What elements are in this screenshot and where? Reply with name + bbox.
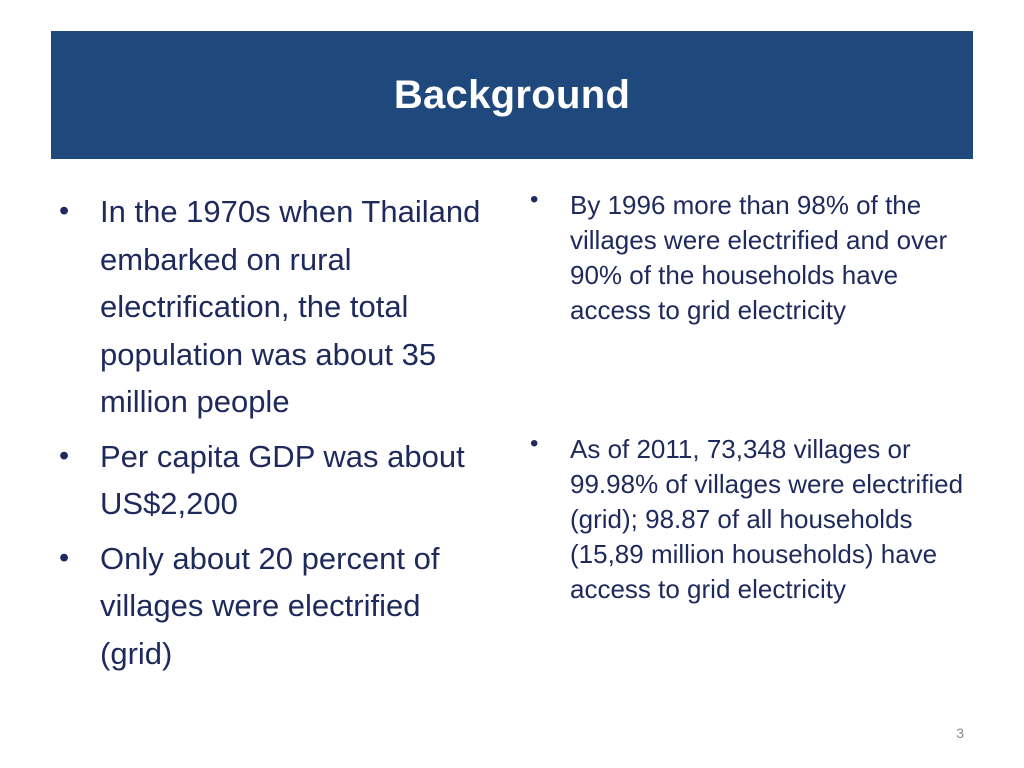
left-bullet-item: • Only about 20 percent of villages were… xyxy=(55,535,495,678)
left-bullet-item: • Per capita GDP was about US$2,200 xyxy=(55,433,495,528)
title-bar: Background xyxy=(51,31,973,159)
right-bullet-list: • By 1996 more than 98% of the villages … xyxy=(526,186,966,607)
left-bullet-text: Only about 20 percent of villages were e… xyxy=(100,540,440,671)
bullet-icon: • xyxy=(59,195,70,227)
bullet-icon: • xyxy=(530,186,539,213)
bullet-icon: • xyxy=(59,541,70,574)
left-bullet-text: Per capita GDP was about US$2,200 xyxy=(100,438,465,522)
right-bullet-item: • As of 2011, 73,348 villages or 99.98% … xyxy=(526,430,966,607)
left-bullet-text: In the 1970s when Thailand embarked on r… xyxy=(100,194,481,419)
left-column: • In the 1970s when Thailand embarked on… xyxy=(55,188,495,684)
left-bullet-item: • In the 1970s when Thailand embarked on… xyxy=(55,188,495,426)
bullet-icon: • xyxy=(530,430,539,457)
right-bullet-text: By 1996 more than 98% of the villages we… xyxy=(570,190,948,325)
slide-title: Background xyxy=(393,72,631,117)
right-column: • By 1996 more than 98% of the villages … xyxy=(526,186,966,607)
bullet-icon: • xyxy=(59,439,70,472)
right-bullet-item: • By 1996 more than 98% of the villages … xyxy=(526,186,966,328)
page-number: 3 xyxy=(956,725,964,741)
right-bullet-text: As of 2011, 73,348 villages or 99.98% of… xyxy=(570,434,964,604)
left-bullet-list: • In the 1970s when Thailand embarked on… xyxy=(55,188,495,677)
